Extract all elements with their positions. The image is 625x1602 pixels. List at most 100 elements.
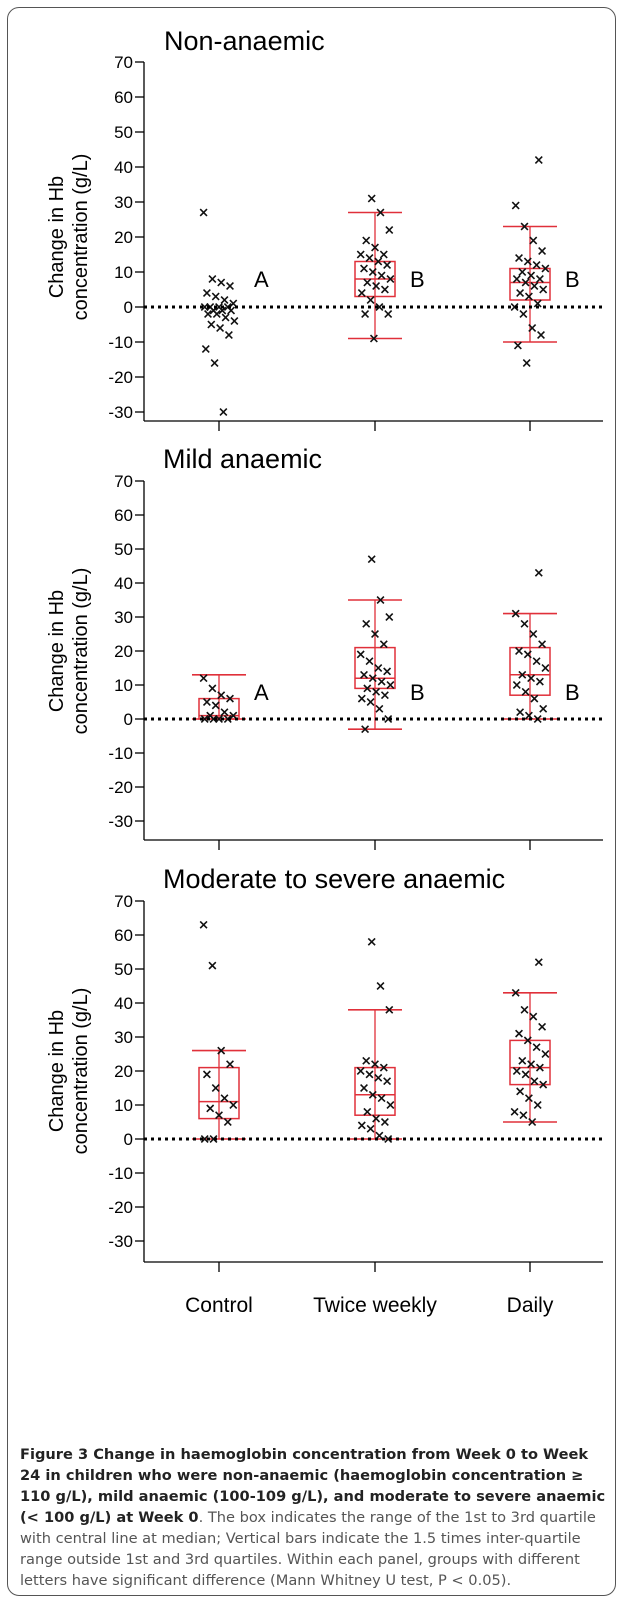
y-axis-label: Change in Hb concentration (g/L) — [46, 568, 92, 735]
y-tick-label: 70 — [114, 892, 133, 911]
data-point — [527, 271, 536, 280]
data-point — [539, 1080, 548, 1089]
data-point — [533, 1101, 542, 1109]
data-point — [374, 664, 383, 672]
data-point — [363, 1107, 372, 1116]
y-axis-label: Change in Hb concentration (g/L) — [46, 988, 92, 1155]
iqr-box — [198, 1066, 240, 1120]
data-point — [385, 226, 394, 234]
data-point — [529, 630, 538, 638]
data-point — [379, 250, 388, 259]
data-point — [374, 257, 383, 266]
y-tick-label: 50 — [114, 540, 133, 559]
data-point — [365, 1070, 374, 1079]
data-point — [530, 282, 539, 290]
y-tick-label: -10 — [108, 744, 133, 763]
data-point — [219, 408, 228, 416]
data-point — [377, 271, 386, 280]
iqr-box — [509, 646, 551, 696]
data-point — [534, 958, 543, 967]
y-tick-label: 70 — [114, 472, 133, 491]
iqr-box — [354, 646, 396, 690]
data-point — [230, 317, 239, 325]
data-point — [371, 243, 379, 252]
data-point — [365, 657, 374, 666]
data-point — [532, 1043, 541, 1052]
significance-letter: B — [565, 267, 580, 292]
data-point — [535, 275, 544, 283]
data-point — [384, 715, 393, 723]
data-point — [535, 1063, 544, 1072]
data-point — [541, 264, 550, 273]
y-tick-label: -30 — [108, 1232, 133, 1251]
data-point — [208, 684, 217, 693]
y-tick-label: -20 — [108, 778, 133, 797]
caption-title: Figure 3 Change in haemoglobin concentra… — [20, 1446, 606, 1526]
data-point — [376, 596, 385, 604]
data-point — [360, 1084, 368, 1092]
y-tick-label: -10 — [108, 333, 133, 352]
data-point — [363, 278, 372, 287]
data-point — [538, 1022, 547, 1031]
data-point — [529, 236, 538, 245]
data-point — [515, 1029, 523, 1038]
data-point — [368, 674, 377, 683]
data-point — [361, 725, 370, 734]
data-point — [376, 982, 385, 990]
figure-frame — [7, 7, 616, 1596]
data-point — [372, 687, 381, 696]
caption-body: . The box indicates the range of the 1st… — [20, 1509, 596, 1589]
iqr-box — [509, 1039, 551, 1086]
data-point — [360, 670, 368, 679]
data-point — [356, 1067, 365, 1075]
data-point — [521, 278, 530, 287]
data-point — [369, 334, 378, 343]
data-point — [220, 1094, 229, 1103]
data-point — [383, 261, 392, 269]
y-tick-label: 40 — [114, 574, 133, 593]
data-point — [524, 292, 533, 301]
data-point — [211, 292, 220, 301]
box-plot-0 — [192, 1049, 246, 1140]
data-point — [218, 306, 227, 315]
data-point — [212, 310, 221, 318]
y-tick-label: 0 — [124, 298, 133, 317]
data-point — [386, 1101, 395, 1109]
data-point — [357, 1121, 366, 1130]
y-tick-label: -10 — [108, 1164, 133, 1183]
y-axis-label-line1: Change in Hb — [46, 1010, 68, 1132]
data-point — [220, 296, 229, 304]
y-tick-label: 70 — [114, 53, 133, 72]
data-point — [512, 1067, 521, 1075]
data-point — [360, 264, 368, 273]
data-point — [522, 359, 531, 367]
data-point — [380, 1118, 389, 1126]
data-point — [539, 704, 548, 713]
data-point — [527, 674, 536, 683]
data-point — [368, 268, 377, 276]
data-point — [365, 254, 374, 262]
data-point — [539, 285, 548, 294]
data-point — [220, 708, 229, 717]
panel-2: Mild anaemic Change in Hb concentration (g… — [46, 444, 603, 850]
significance-letter: B — [410, 267, 425, 292]
data-point — [520, 619, 529, 628]
data-point — [530, 694, 539, 703]
data-point — [356, 250, 365, 259]
data-point — [528, 1118, 537, 1126]
data-point — [357, 694, 366, 703]
data-point — [380, 285, 389, 294]
y-tick-label: 30 — [114, 1028, 133, 1047]
y-axis-label-line2: concentration (g/L) — [70, 988, 92, 1155]
data-point — [512, 681, 521, 689]
y-tick-label: 0 — [124, 710, 133, 729]
data-point — [223, 1118, 232, 1126]
data-point — [541, 664, 550, 672]
data-point — [377, 677, 386, 686]
y-tick-label: 10 — [114, 676, 133, 695]
y-tick-label: 10 — [114, 1096, 133, 1115]
y-tick-label: 60 — [114, 926, 133, 945]
data-point — [523, 1036, 532, 1045]
significance-letter: A — [254, 267, 269, 292]
data-point — [511, 988, 520, 997]
